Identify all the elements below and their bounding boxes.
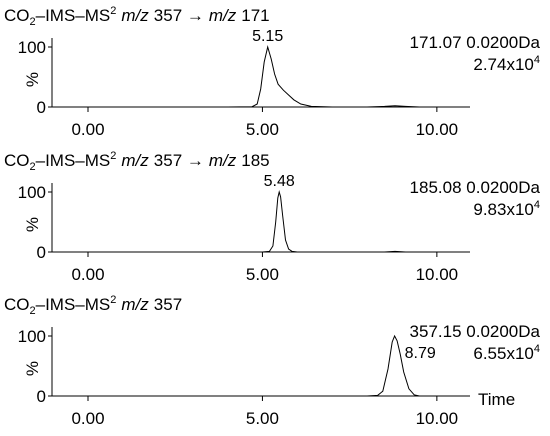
title-part: 171 bbox=[241, 6, 269, 25]
title-part: 2 bbox=[30, 16, 36, 28]
x-tick-label: 0.00 bbox=[71, 120, 104, 139]
title-part: 357 → bbox=[154, 151, 204, 170]
title-part: –IMS–MS bbox=[36, 295, 111, 314]
title-part: CO bbox=[4, 6, 30, 25]
trace bbox=[88, 45, 469, 108]
y-tick-label: 100 bbox=[18, 38, 46, 57]
panel-title: CO2–IMS–MS2 m/z 357 bbox=[4, 294, 182, 317]
mass-label: 185.08 0.0200Da bbox=[410, 178, 541, 197]
title-part: CO bbox=[4, 151, 30, 170]
y-tick-label: 0 bbox=[37, 98, 46, 117]
intensity-mantissa: 6.55x10 bbox=[473, 344, 534, 363]
title-part: m/z bbox=[121, 6, 149, 25]
x-tick-label: 5.00 bbox=[246, 265, 279, 284]
y-tick-label: 0 bbox=[37, 387, 46, 406]
title-part: m/z bbox=[121, 295, 149, 314]
title-part: 357 → bbox=[154, 6, 204, 25]
x-tick-label: 0.00 bbox=[71, 409, 104, 428]
x-tick-label: 5.00 bbox=[246, 120, 279, 139]
title-part: 2 bbox=[110, 150, 116, 162]
x-tick-label: 5.00 bbox=[246, 409, 279, 428]
y-tick-label: 100 bbox=[18, 327, 46, 346]
title-part: 2 bbox=[30, 161, 36, 173]
title-part: 357 bbox=[154, 295, 182, 314]
x-tick-label: 0.00 bbox=[71, 265, 104, 284]
mass-label: 171.07 0.0200Da bbox=[410, 33, 541, 52]
title-part: m/z bbox=[121, 151, 149, 170]
intensity-label: 9.83x104 bbox=[473, 199, 540, 219]
intensity-exponent: 4 bbox=[534, 54, 540, 66]
y-axis-label: % bbox=[23, 217, 42, 232]
x-tick-label: 10.00 bbox=[416, 265, 459, 284]
peak-label: 8.79 bbox=[405, 345, 436, 362]
peak-label: 5.48 bbox=[264, 173, 295, 190]
title-part: –IMS–MS bbox=[36, 6, 111, 25]
peak-label: 5.15 bbox=[252, 28, 283, 45]
x-tick-label: 10.00 bbox=[416, 120, 459, 139]
title-part: m/z bbox=[209, 151, 237, 170]
intensity-mantissa: 9.83x10 bbox=[473, 200, 534, 219]
title-part: m/z bbox=[209, 6, 237, 25]
trace bbox=[88, 190, 469, 253]
intensity-exponent: 4 bbox=[534, 343, 540, 355]
y-axis-label: % bbox=[23, 72, 42, 87]
x-axis-label: Time bbox=[478, 390, 515, 409]
intensity-mantissa: 2.74x10 bbox=[473, 55, 534, 74]
y-tick-label: 0 bbox=[37, 243, 46, 262]
intensity-exponent: 4 bbox=[534, 199, 540, 211]
intensity-label: 2.74x104 bbox=[473, 54, 540, 74]
title-part: –IMS–MS bbox=[36, 151, 111, 170]
panel-title: CO2–IMS–MS2 m/z 357 → m/z 171 bbox=[4, 5, 270, 28]
title-part: CO bbox=[4, 295, 30, 314]
panel-title: CO2–IMS–MS2 m/z 357 → m/z 185 bbox=[4, 150, 270, 173]
mass-label: 357.15 0.0200Da bbox=[410, 322, 541, 341]
title-part: 185 bbox=[241, 151, 269, 170]
y-tick-label: 100 bbox=[18, 183, 46, 202]
title-part: 2 bbox=[110, 5, 116, 17]
intensity-label: 6.55x104 bbox=[473, 343, 540, 363]
y-axis-label: % bbox=[23, 361, 42, 376]
trace bbox=[88, 334, 469, 397]
title-part: 2 bbox=[110, 294, 116, 306]
title-part: 2 bbox=[30, 305, 36, 317]
x-tick-label: 10.00 bbox=[416, 409, 459, 428]
